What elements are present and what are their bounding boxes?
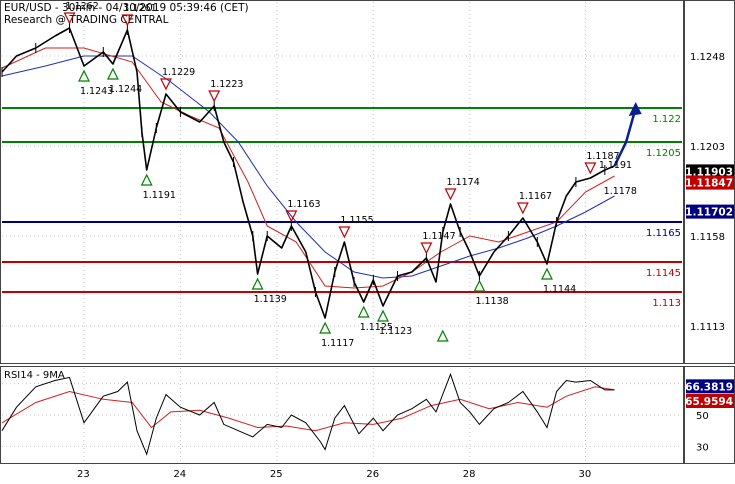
level-label-resistance: 1.122 <box>652 114 681 125</box>
rsi-value-label: 65.9594 <box>685 396 733 408</box>
rsi-ma-line <box>1 386 615 432</box>
resistance-marker <box>285 210 298 223</box>
current-price-label: 1.11702 <box>685 207 733 219</box>
level-label-pivot: 1.1165 <box>646 228 681 239</box>
support-marker <box>473 279 486 292</box>
support-marker <box>540 267 553 280</box>
price-annotation-label: 1.1147 <box>422 231 455 242</box>
price-annotation-label: 1.1138 <box>475 296 508 307</box>
series-layer <box>1 23 642 456</box>
price-annotation-label: 1.1178 <box>604 186 637 197</box>
current-price-badge <box>686 164 734 179</box>
x-tick-label: 25 <box>270 469 283 480</box>
rsi-tick-label: 30 <box>696 442 709 453</box>
price-annotation-label: 1.1163 <box>287 199 320 210</box>
price-tick-label: 1.1113 <box>690 322 725 333</box>
price-tick-label: 1.1203 <box>690 142 725 153</box>
resistance-marker <box>584 162 597 175</box>
price-annotation-label: 1.1139 <box>254 294 287 305</box>
forecast-arrow-line <box>613 107 637 167</box>
x-tick-label: 28 <box>463 469 476 480</box>
resistance-marker <box>516 202 529 215</box>
x-tick-label: 23 <box>77 469 90 480</box>
x-tick-label: 26 <box>366 469 379 480</box>
support-marker <box>357 305 370 318</box>
price-annotation-label: 1.1244 <box>109 84 142 95</box>
price-annotation-label: 1.1144 <box>543 284 576 295</box>
support-marker <box>251 277 264 290</box>
rsi-line <box>1 372 615 456</box>
rsi-title: RSI14 - 9MA <box>4 370 65 381</box>
resistance-marker <box>121 14 134 27</box>
rsi-value-badge <box>686 379 734 394</box>
current-price-label: 1.11903 <box>685 166 733 178</box>
price-annotation-label: 1.1187 <box>586 151 619 162</box>
resistance-marker <box>208 90 221 103</box>
chart-source: Research @ TRADING CENTRAL <box>4 14 169 26</box>
support-marker <box>319 321 332 334</box>
ma-fast-line <box>1 47 615 289</box>
resistance-marker <box>63 12 76 25</box>
chart-title: EUR/USD - 30min - 04/30/2019 05:39:46 (C… <box>4 2 249 14</box>
price-tick-label: 1.1158 <box>690 232 725 243</box>
x-tick-label: 30 <box>579 469 592 480</box>
grid-layer <box>2 2 682 462</box>
price-annotation-label: 1.1262 <box>66 1 99 12</box>
price-annotation-label: 1.1117 <box>321 338 354 349</box>
resistance-marker <box>420 242 433 255</box>
price-annotation-label: 1.1123 <box>379 326 412 337</box>
price-annotation-label: 1.1261 <box>123 3 156 14</box>
level-label-support: 1.1145 <box>646 268 681 279</box>
price-annotation-label: 1.1125 <box>360 322 393 333</box>
level-label-support: 1.113 <box>652 298 681 309</box>
price-annotation-label: 1.1223 <box>210 79 243 90</box>
forecast-arrow-head <box>628 102 642 116</box>
current-price-badge <box>686 204 734 219</box>
price-annotation-label: 1.1191 <box>143 190 176 201</box>
level-label-resistance: 1.1205 <box>646 148 681 159</box>
current-price-badge <box>686 175 734 190</box>
axis-layer: 1.12481.12031.11581.11132324252628307050… <box>77 52 734 480</box>
resistance-marker <box>160 78 172 91</box>
support-marker <box>106 67 119 80</box>
price-tick-label: 1.1248 <box>690 52 725 63</box>
price-annotation-label: 1.1155 <box>340 215 373 226</box>
price-annotation-label: 1.1191 <box>599 160 632 171</box>
price-line <box>1 27 615 319</box>
current-price-label: 1.11847 <box>685 178 733 190</box>
rsi-value-badge <box>686 393 734 408</box>
rsi-value-label: 66.3819 <box>685 381 733 393</box>
price-annotation-label: 1.1167 <box>519 191 552 202</box>
price-annotation-label: 1.1243 <box>80 86 113 97</box>
support-marker <box>78 69 90 82</box>
price-annotation-label: 1.1229 <box>162 67 195 78</box>
resistance-marker <box>444 188 457 201</box>
price-annotation-label: 1.1174 <box>447 177 480 188</box>
support-marker <box>436 329 449 342</box>
resistance-marker <box>338 226 351 239</box>
rsi-tick-label: 50 <box>696 411 709 422</box>
ma-slow-line <box>1 55 615 279</box>
levels-layer: 1.122 1.1205 1.1165 1.1145 1.113 <box>2 107 682 309</box>
support-marker <box>377 309 389 322</box>
x-tick-label: 24 <box>173 469 186 480</box>
support-marker <box>140 173 153 186</box>
